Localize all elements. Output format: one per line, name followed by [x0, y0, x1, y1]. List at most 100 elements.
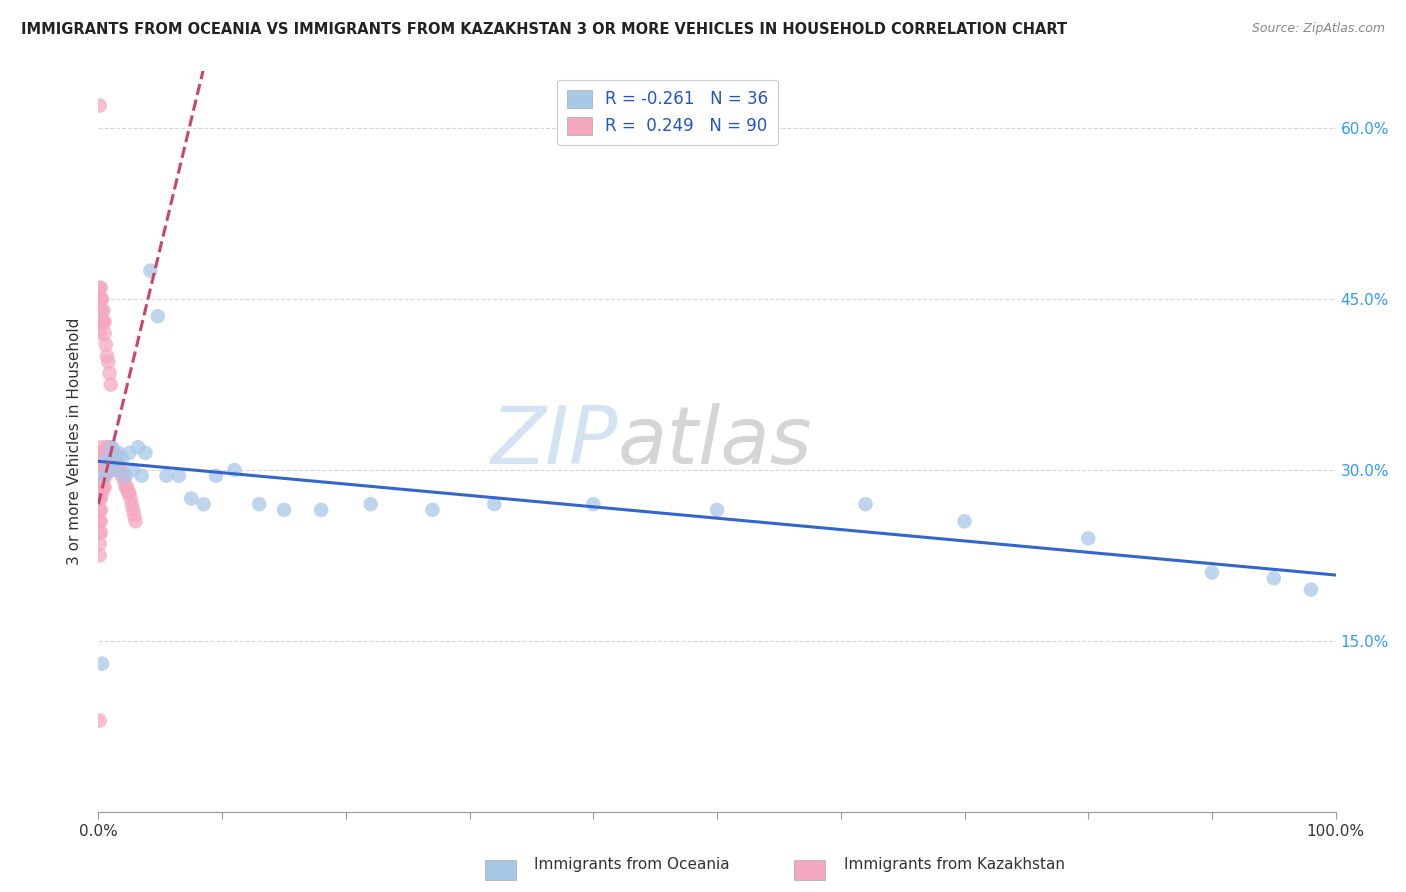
- Point: [98, 463, 121, 477]
- Point: [108, 463, 131, 477]
- Point: [96, 349, 118, 363]
- Point: [117, 485, 139, 500]
- Point: [122, 463, 145, 477]
- Point: [953, 514, 976, 528]
- Point: [205, 468, 228, 483]
- Point: [124, 508, 146, 523]
- Point: [1201, 566, 1223, 580]
- Point: [91, 657, 114, 671]
- Text: Immigrants from Oceania: Immigrants from Oceania: [534, 857, 730, 872]
- Point: [100, 377, 122, 392]
- Point: [89, 525, 111, 540]
- Point: [127, 440, 149, 454]
- Point: [93, 468, 115, 483]
- Point: [118, 485, 141, 500]
- Point: [115, 480, 138, 494]
- Point: [91, 463, 114, 477]
- Point: [104, 463, 127, 477]
- Point: [167, 468, 190, 483]
- Point: [93, 326, 115, 341]
- Point: [91, 440, 114, 454]
- Point: [96, 440, 118, 454]
- Point: [1077, 532, 1099, 546]
- Point: [94, 446, 117, 460]
- Point: [89, 468, 111, 483]
- Point: [90, 480, 112, 494]
- Point: [89, 714, 111, 728]
- Point: [224, 463, 246, 477]
- Point: [103, 458, 125, 472]
- Point: [114, 480, 136, 494]
- Point: [93, 446, 115, 460]
- Point: [89, 458, 111, 472]
- Point: [90, 525, 112, 540]
- Point: [89, 292, 111, 306]
- Point: [112, 468, 135, 483]
- Point: [90, 446, 112, 460]
- Point: [89, 480, 111, 494]
- Point: [104, 458, 127, 472]
- Point: [96, 451, 118, 466]
- Point: [107, 458, 129, 472]
- Point: [124, 514, 146, 528]
- Point: [93, 458, 115, 472]
- Point: [93, 468, 115, 483]
- Point: [98, 366, 121, 380]
- Point: [139, 263, 162, 277]
- Point: [155, 468, 177, 483]
- Point: [93, 315, 115, 329]
- Point: [100, 440, 122, 454]
- Point: [94, 337, 117, 351]
- Point: [93, 446, 115, 460]
- Point: [90, 514, 112, 528]
- Point: [134, 446, 156, 460]
- Point: [96, 463, 118, 477]
- Point: [93, 480, 115, 494]
- Point: [89, 303, 111, 318]
- Point: [89, 315, 111, 329]
- Text: Immigrants from Kazakhstan: Immigrants from Kazakhstan: [844, 857, 1064, 872]
- Point: [120, 491, 142, 506]
- Point: [100, 451, 122, 466]
- Point: [96, 451, 118, 466]
- Legend: R = -0.261   N = 36, R =  0.249   N = 90: R = -0.261 N = 36, R = 0.249 N = 90: [557, 79, 779, 145]
- Point: [89, 491, 111, 506]
- Point: [91, 485, 114, 500]
- Point: [111, 451, 134, 466]
- Point: [1263, 571, 1285, 585]
- Point: [112, 475, 135, 489]
- Point: [90, 458, 112, 472]
- Point: [97, 463, 120, 477]
- Point: [91, 475, 114, 489]
- Point: [122, 503, 145, 517]
- Point: [90, 281, 112, 295]
- Point: [111, 468, 134, 483]
- Text: IMMIGRANTS FROM OCEANIA VS IMMIGRANTS FROM KAZAKHSTAN 3 OR MORE VEHICLES IN HOUS: IMMIGRANTS FROM OCEANIA VS IMMIGRANTS FR…: [21, 22, 1067, 37]
- Point: [89, 514, 111, 528]
- Point: [89, 537, 111, 551]
- Point: [101, 446, 124, 460]
- Point: [1299, 582, 1322, 597]
- Point: [93, 458, 115, 472]
- Text: ZIP: ZIP: [491, 402, 619, 481]
- Point: [90, 292, 112, 306]
- Point: [484, 497, 506, 511]
- Point: [107, 446, 129, 460]
- Point: [93, 468, 115, 483]
- Point: [247, 497, 270, 511]
- Point: [121, 497, 143, 511]
- Point: [91, 451, 114, 466]
- Point: [90, 468, 112, 483]
- Point: [98, 458, 121, 472]
- Point: [94, 468, 117, 483]
- Point: [103, 458, 125, 472]
- Point: [90, 503, 112, 517]
- Point: [91, 303, 114, 318]
- Point: [97, 451, 120, 466]
- Point: [103, 446, 125, 460]
- Point: [105, 463, 128, 477]
- Point: [180, 491, 202, 506]
- Point: [193, 497, 215, 511]
- Point: [89, 326, 111, 341]
- Point: [422, 503, 444, 517]
